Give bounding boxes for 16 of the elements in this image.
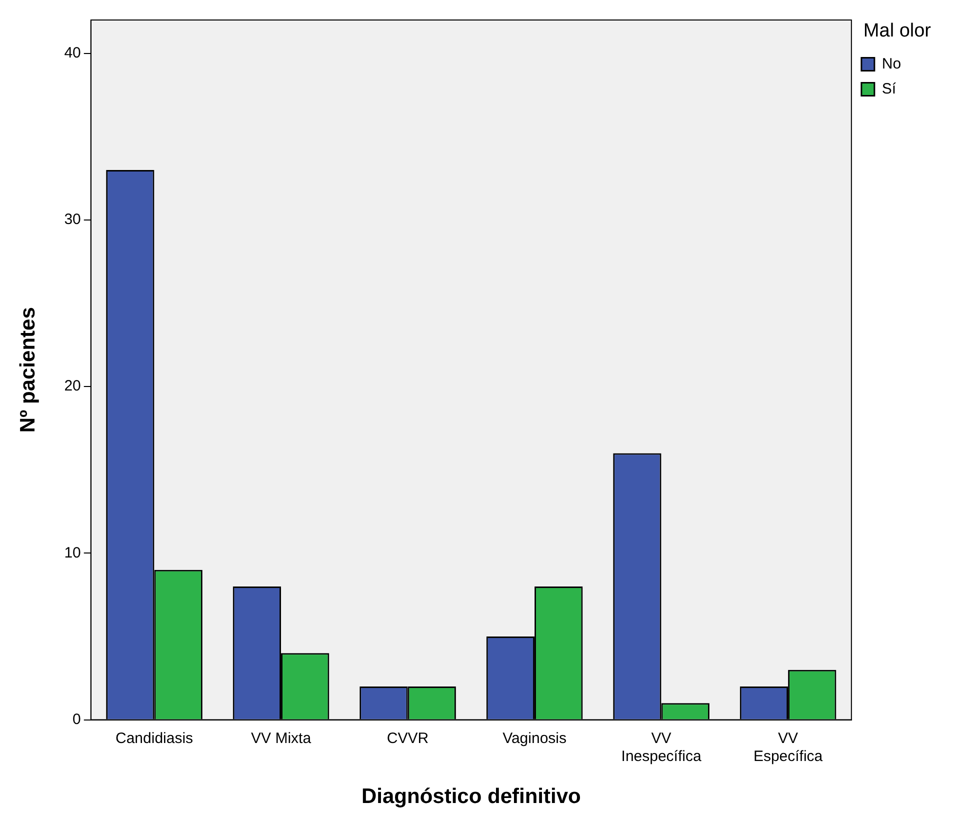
x-tick-label: VV Inespecífica	[621, 730, 702, 765]
y-tick-label: 10	[64, 544, 81, 562]
legend-title: Mal olor	[863, 20, 932, 42]
y-tick-label: 0	[72, 710, 81, 728]
legend-label: No	[882, 55, 902, 72]
x-axis-title: Diagnóstico definitivo	[361, 785, 581, 808]
x-tick-label: VV Específica	[753, 730, 824, 765]
x-tick-label: Candidiasis	[115, 730, 194, 747]
y-tick-label: 40	[64, 44, 81, 62]
x-tick-label: CVVR	[386, 730, 429, 747]
y-tick-label: 20	[64, 378, 81, 395]
x-tick-label: Vaginosis	[502, 730, 566, 747]
x-tick-label: VV Mixta	[251, 730, 312, 747]
y-tick-label: 30	[64, 211, 81, 228]
y-axis-title: Nº pacientes	[16, 307, 40, 433]
legend-label: Sí	[882, 80, 897, 98]
